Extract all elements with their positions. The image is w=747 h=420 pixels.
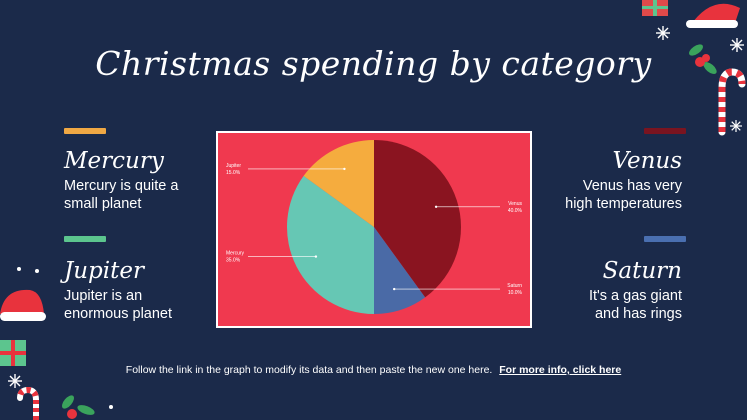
slice-label-jupiter: Jupiter (226, 163, 241, 169)
venus-description: Venus has very high temperatures (522, 177, 682, 213)
slice-value-saturn: 10.0% (508, 290, 523, 296)
snowflake-icon (730, 120, 742, 132)
slice-label-mercury: Mercury (226, 251, 245, 257)
mercury-name: Mercury (64, 148, 164, 174)
pie-slice-saturn[interactable] (374, 227, 426, 314)
jupiter-name: Jupiter (64, 258, 144, 284)
venus-desc-line1: Venus has very (582, 178, 682, 194)
santa-hat-icon (686, 3, 740, 28)
gift-icon (0, 340, 26, 366)
footer-note: Follow the link in the graph to modify i… (0, 364, 747, 376)
gift-icon (642, 0, 668, 16)
saturn-desc-line1: It's a gas giant (588, 288, 682, 304)
candy-cane-icon (718, 68, 746, 136)
venus-name: Venus (612, 148, 682, 174)
snowflake-icon (656, 26, 670, 40)
pie-slice-venus[interactable] (374, 140, 461, 298)
slice-label-venus: Venus (508, 201, 522, 207)
slide-title: Christmas spending by category (95, 44, 652, 83)
footer-text: Follow the link in the graph to modify i… (125, 364, 493, 376)
slice-label-saturn: Saturn (507, 283, 522, 289)
slice-value-venus: 40.0% (508, 208, 523, 214)
leader-dot-mercury (314, 255, 318, 258)
pie-slice-jupiter[interactable] (303, 140, 374, 227)
more-info-link[interactable]: For more info, click here (499, 364, 622, 376)
pie-chart-frame[interactable]: Venus 40.0% Saturn 10.0% Mercury 35.0% Jupiter… (216, 131, 532, 328)
mercury-desc-line2: small planet (64, 196, 142, 212)
snowflake-icon (8, 374, 22, 388)
snowflake-icon (730, 38, 744, 52)
slice-value-jupiter: 15.0% (226, 170, 241, 176)
candy-cane-icon (17, 386, 39, 420)
leader-dot-saturn (393, 287, 396, 291)
saturn-name: Saturn (602, 258, 682, 284)
mercury-desc-line1: Mercury is quite a (64, 178, 179, 194)
jupiter-description: Jupiter is an enormous planet (64, 287, 224, 323)
leader-dot-venus (434, 205, 438, 208)
saturn-color-bar (644, 236, 686, 242)
jupiter-desc-line2: enormous planet (64, 306, 173, 322)
slice-value-mercury: 35.0% (226, 258, 241, 264)
saturn-desc-line2: and has rings (594, 306, 682, 322)
mercury-color-bar (64, 128, 106, 134)
snowflake-icon (109, 405, 113, 409)
mercury-description: Mercury is quite a small planet (64, 177, 224, 213)
jupiter-desc-line1: Jupiter is an (64, 288, 143, 304)
venus-desc-line2: high temperatures (565, 196, 682, 212)
snowflake-icon (17, 267, 21, 271)
holly-icon (62, 395, 95, 419)
santa-hat-icon (0, 289, 46, 321)
venus-color-bar (644, 128, 686, 134)
saturn-description: It's a gas giant and has rings (522, 287, 682, 323)
leader-dot-jupiter (343, 167, 346, 171)
snowflake-icon (35, 269, 39, 273)
pie-slice-mercury[interactable] (287, 175, 374, 314)
holly-icon (689, 44, 717, 74)
jupiter-color-bar (64, 236, 106, 242)
